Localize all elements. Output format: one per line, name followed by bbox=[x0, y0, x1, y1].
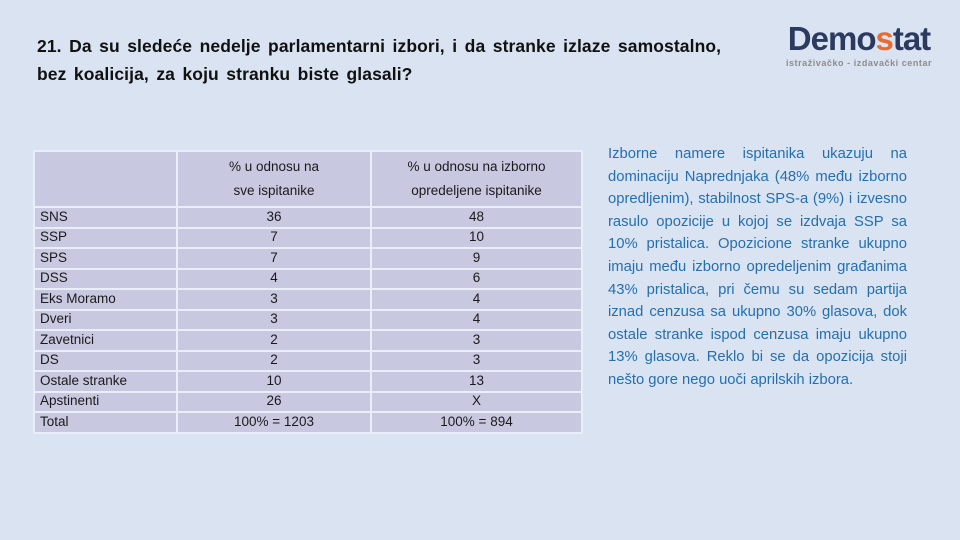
party-name-cell: SSP bbox=[33, 226, 178, 249]
party-name-cell: SPS bbox=[33, 247, 178, 270]
value-cell-decided: 4 bbox=[370, 308, 583, 331]
table-row-ssp: SSP 7 10 bbox=[33, 226, 583, 249]
value-cell-decided: 48 bbox=[370, 206, 583, 229]
value-cell-all: 26 bbox=[176, 390, 372, 413]
party-name-cell: SNS bbox=[33, 206, 178, 229]
table-row-ostale-stranke: Ostale stranke 10 13 bbox=[33, 370, 583, 393]
party-name-cell: Eks Moramo bbox=[33, 288, 178, 311]
table-header-row: % u odnosu na sve ispitanike % u odnosu … bbox=[33, 150, 583, 208]
demostat-logo: Demostat istraživačko - izdavački centar bbox=[775, 20, 943, 68]
commentary-paragraph: Izborne namere ispitanika ukazuju na dom… bbox=[608, 146, 907, 388]
value-cell-all: 3 bbox=[176, 288, 372, 311]
value-cell-all: 7 bbox=[176, 247, 372, 270]
value-cell-decided: 13 bbox=[370, 370, 583, 393]
table-row-dveri: Dveri 3 4 bbox=[33, 308, 583, 331]
table-row-total: Total 100% = 1203 100% = 894 bbox=[33, 411, 583, 434]
table-row-zavetnici: Zavetnici 2 3 bbox=[33, 329, 583, 352]
table-row-sps: SPS 7 9 bbox=[33, 247, 583, 270]
total-value-cell-decided: 100% = 894 bbox=[370, 411, 583, 434]
value-cell-all: 10 bbox=[176, 370, 372, 393]
value-cell-decided: 9 bbox=[370, 247, 583, 270]
logo-text-start: Demo bbox=[787, 20, 877, 57]
table-header-all-line2: sve ispitanike bbox=[233, 183, 315, 198]
table-row-eks-moramo: Eks Moramo 3 4 bbox=[33, 288, 583, 311]
value-cell-all: 3 bbox=[176, 308, 372, 331]
table-row-ds: DS 2 3 bbox=[33, 349, 583, 372]
table-header-decided-line2: opredeljene ispitanike bbox=[411, 183, 542, 198]
table-header-decided-line1: % u odnosu na izborno bbox=[407, 159, 546, 174]
total-value-cell-all: 100% = 1203 bbox=[176, 411, 372, 434]
value-cell-all: 36 bbox=[176, 206, 372, 229]
logo-wordmark: Demostat bbox=[775, 20, 943, 57]
value-cell-all: 7 bbox=[176, 226, 372, 249]
table-header-empty bbox=[33, 150, 178, 208]
logo-text-accent: s bbox=[875, 20, 893, 57]
logo-subtitle: istraživačko - izdavački centar bbox=[785, 57, 933, 68]
table-header-all-respondents: % u odnosu na sve ispitanike bbox=[176, 150, 372, 208]
table-row-dss: DSS 4 6 bbox=[33, 267, 583, 290]
page-title-line1: 21. Da su sledeće nedelje parlamentarni … bbox=[37, 36, 722, 56]
logo-text-end: tat bbox=[892, 20, 931, 57]
table-row-sns: SNS 36 48 bbox=[33, 206, 583, 229]
party-name-cell: Zavetnici bbox=[33, 329, 178, 352]
value-cell-decided: 10 bbox=[370, 226, 583, 249]
value-cell-all: 2 bbox=[176, 329, 372, 352]
results-table: % u odnosu na sve ispitanike % u odnosu … bbox=[33, 150, 583, 434]
value-cell-decided: 6 bbox=[370, 267, 583, 290]
party-name-cell: Dveri bbox=[33, 308, 178, 331]
party-name-cell: Ostale stranke bbox=[33, 370, 178, 393]
value-cell-all: 4 bbox=[176, 267, 372, 290]
page-title: 21. Da su sledeće nedelje parlamentarni … bbox=[37, 32, 737, 89]
value-cell-all: 2 bbox=[176, 349, 372, 372]
value-cell-decided: X bbox=[370, 390, 583, 413]
page-title-line2: bez koalicija, za koju stranku biste gla… bbox=[37, 64, 413, 85]
party-name-cell: DS bbox=[33, 349, 178, 372]
total-label-cell: Total bbox=[33, 411, 178, 434]
value-cell-decided: 3 bbox=[370, 329, 583, 352]
party-name-cell: DSS bbox=[33, 267, 178, 290]
value-cell-decided: 3 bbox=[370, 349, 583, 372]
value-cell-decided: 4 bbox=[370, 288, 583, 311]
table-header-all-line1: % u odnosu na bbox=[228, 159, 320, 174]
table-header-decided-respondents: % u odnosu na izborno opredeljene ispita… bbox=[370, 150, 583, 208]
table-row-apstinenti: Apstinenti 26 X bbox=[33, 390, 583, 413]
party-name-cell: Apstinenti bbox=[33, 390, 178, 413]
